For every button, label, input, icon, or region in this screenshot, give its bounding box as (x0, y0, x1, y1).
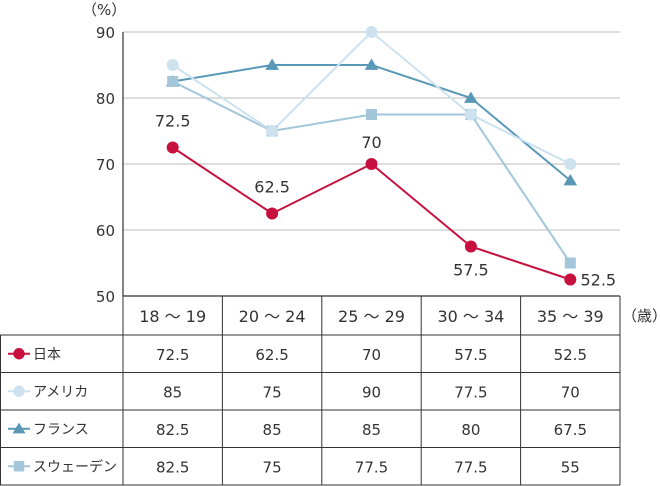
legend-key-marker (12, 422, 26, 434)
y-tick-label: 80 (96, 90, 115, 108)
data-label: 52.5 (580, 271, 616, 290)
legend-entry: アメリカ (33, 384, 88, 400)
data-point (265, 58, 279, 70)
x-unit-label: （歳） (622, 307, 660, 325)
data-point (564, 158, 577, 170)
table-cell: 75 (263, 383, 282, 401)
table-cell: 90 (362, 383, 381, 401)
table-cell: 82.5 (156, 458, 189, 476)
y-unit-label: （%） (82, 1, 126, 19)
legend-key-marker (13, 461, 25, 472)
data-label: 62.5 (254, 178, 290, 197)
table-cell: 72.5 (156, 346, 189, 364)
table-cell: 85 (362, 421, 381, 439)
y-axis-ticks: 50 60 70 80 90 (96, 24, 115, 306)
data-labels: 72.5 62.5 70 57.5 52.5 (155, 112, 616, 290)
data-point (365, 26, 378, 38)
data-point (266, 125, 279, 137)
legend-entry: 日本 (33, 347, 61, 363)
data-label: 70 (361, 133, 381, 152)
y-tick-label: 50 (96, 288, 115, 306)
table-cell: 62.5 (255, 346, 288, 364)
data-point (563, 174, 578, 186)
table-cell: 67.5 (554, 421, 587, 439)
x-tick-label: 25 〜 29 (338, 307, 405, 326)
data-point (564, 273, 577, 286)
data-label: 57.5 (453, 261, 489, 280)
x-tick-label: 30 〜 34 (437, 307, 504, 326)
table-cell: 77.5 (454, 383, 487, 401)
table-cell: 80 (461, 421, 480, 439)
y-tick-label: 70 (96, 156, 115, 174)
table-cell: 77.5 (355, 458, 388, 476)
data-point (464, 240, 477, 253)
y-tick-label: 90 (96, 24, 115, 42)
table-cell: 55 (561, 458, 580, 476)
data-point (364, 58, 379, 70)
data-point (166, 141, 179, 154)
table-cell: 52.5 (554, 346, 587, 364)
data-point (266, 207, 279, 220)
x-tick-label: 20 〜 24 (239, 307, 306, 326)
table-cell: 85 (163, 383, 182, 401)
data-label: 72.5 (155, 112, 191, 131)
data-point (166, 59, 179, 71)
data-point (366, 109, 377, 120)
table-cell: 70 (561, 383, 580, 401)
x-tick-label: 18 〜 19 (139, 307, 206, 326)
table-cell: 85 (263, 421, 282, 439)
legend-entry: フランス (33, 422, 89, 438)
table-cell: 57.5 (454, 346, 487, 364)
data-table: 18 〜 19 20 〜 24 25 〜 29 30 〜 34 35 〜 39 日本 72.… (0, 296, 621, 486)
data-point (464, 91, 478, 103)
table-cell: 70 (362, 346, 381, 364)
table-cell: 82.5 (156, 421, 189, 439)
x-tick-label: 35 〜 39 (537, 307, 604, 326)
table-cell: 75 (263, 458, 282, 476)
data-point (365, 158, 378, 170)
series-line-3 (172, 80, 572, 264)
data-point (167, 76, 179, 87)
table-cell: 77.5 (454, 458, 487, 476)
data-markers (165, 26, 578, 286)
legend-entry: スウェーデン (33, 458, 117, 475)
legend-key-marker (13, 348, 25, 360)
y-tick-label: 60 (96, 222, 115, 240)
legend-key-marker (13, 385, 25, 397)
data-point (464, 108, 477, 121)
data-point (564, 257, 576, 269)
